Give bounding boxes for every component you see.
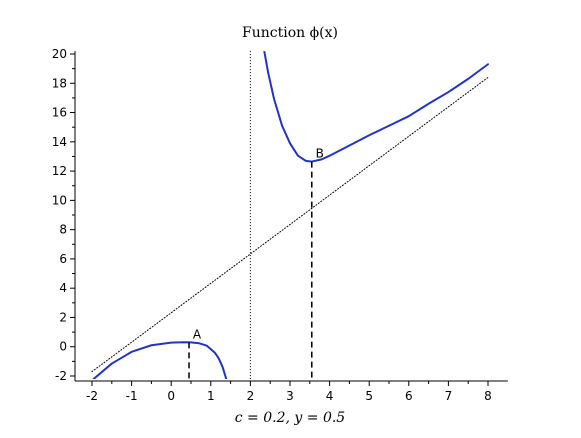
y-tick-label: 14: [52, 135, 67, 149]
y-tick-label: 4: [59, 281, 67, 295]
chart-title: Function ϕ(x): [242, 25, 338, 41]
y-tick-label: -2: [55, 369, 67, 383]
chart-caption: c = 0.2, y = 0.5: [235, 410, 346, 426]
y-tick-label: 12: [52, 164, 67, 178]
y-tick-label: 2: [59, 310, 67, 324]
y-tick-label: 20: [52, 47, 67, 61]
y-tick-label: 10: [52, 193, 67, 207]
y-tick-label: 18: [52, 76, 67, 90]
function-curve-branch-2: [263, 51, 489, 163]
x-tick-label: 6: [405, 389, 413, 403]
point-b-label: B: [316, 147, 324, 161]
y-tick-label: 8: [59, 223, 67, 237]
oblique-asymptote-line: [91, 76, 489, 373]
x-tick-label: 8: [484, 389, 492, 403]
y-tick-label: 0: [59, 340, 67, 354]
function-curve-branch-1: [92, 341, 228, 380]
x-tick-label: 5: [365, 389, 373, 403]
x-tick-label: -2: [86, 389, 98, 403]
x-tick-label: 2: [247, 389, 255, 403]
y-tick-label: 6: [59, 252, 67, 266]
x-tick-label: 4: [326, 389, 334, 403]
x-tick-label: 3: [286, 389, 294, 403]
x-tick-label: -1: [126, 389, 138, 403]
x-tick-label: 0: [167, 389, 175, 403]
x-tick-label: 1: [207, 389, 215, 403]
x-tick-label: 7: [445, 389, 453, 403]
y-tick-label: 16: [52, 106, 67, 120]
point-a-label: A: [193, 327, 202, 341]
